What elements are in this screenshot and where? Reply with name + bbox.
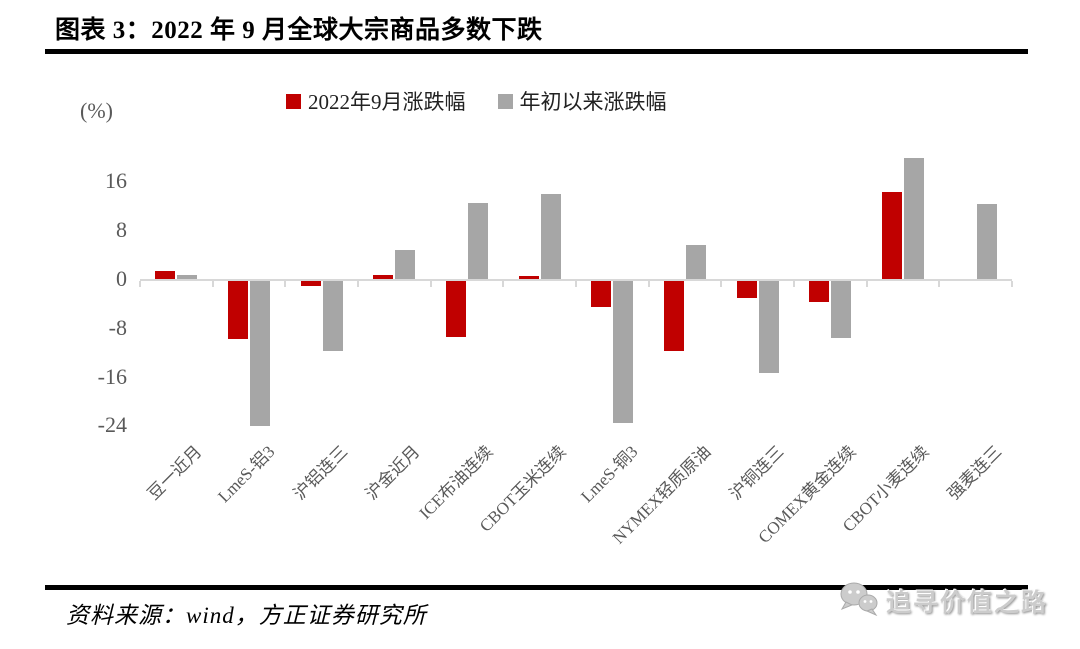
x-axis-tick-mark	[793, 281, 795, 287]
legend-label-ytd: 年初以来涨跌幅	[519, 90, 667, 114]
x-axis-tick-mark	[211, 281, 214, 287]
y-axis-tick-label: -8	[108, 314, 127, 340]
title-divider-rule	[45, 49, 1028, 54]
bar-ytd-4	[468, 202, 488, 279]
x-axis-tick-mark	[429, 281, 432, 287]
x-axis-tick-mark	[647, 281, 650, 287]
bar-ytd-7	[686, 244, 706, 279]
y-axis-tick-label: -24	[97, 412, 127, 438]
bar-ytd-0	[177, 275, 198, 279]
footer-divider-rule	[45, 585, 1028, 590]
y-axis-tick-label: 8	[116, 217, 127, 243]
bar-ytd-10	[904, 158, 924, 279]
x-axis-tick-mark	[938, 281, 941, 287]
legend-swatch-red	[286, 93, 301, 109]
bar-sep2022-9	[809, 281, 830, 302]
y-axis-tick-label: -16	[97, 363, 127, 389]
bar-ytd-9	[831, 281, 852, 339]
x-axis-tick-mark	[357, 281, 359, 287]
bar-sep2022-4	[446, 281, 466, 337]
legend-label-sep2022: 2022年9月涨跌幅	[308, 90, 466, 114]
bar-ytd-2	[322, 281, 343, 352]
x-axis-line	[140, 279, 1012, 281]
y-axis-tick-label: 16	[105, 168, 127, 194]
x-axis-tick-mark	[1011, 281, 1013, 287]
watermark-text: 追寻价值之路	[886, 589, 1049, 617]
legend-swatch-gray	[497, 93, 513, 109]
watermark: 追寻价值之路	[838, 580, 1048, 621]
bar-ytd-5	[540, 194, 561, 279]
y-axis-tick-label: 0	[116, 266, 127, 291]
bar-sep2022-2	[300, 281, 321, 287]
data-source-note: 资料来源：wind，方正证券研究所	[66, 603, 427, 628]
bar-sep2022-3	[373, 275, 394, 279]
chart-legend: 2022年9月涨跌幅 年初以来涨跌幅	[286, 86, 667, 116]
bar-ytd-1	[250, 281, 270, 426]
x-axis-tick-mark	[575, 281, 577, 287]
x-axis-tick-mark	[865, 281, 868, 287]
x-axis-tick-mark	[139, 281, 141, 287]
bar-ytd-3	[395, 249, 416, 279]
bar-sep2022-6	[591, 281, 612, 307]
bar-ytd-6	[613, 281, 634, 423]
legend-item-ytd: 年初以来涨跌幅	[497, 86, 667, 116]
figure-title: 图表 3：2022 年 9 月全球大宗商品多数下跌	[55, 17, 543, 44]
wechat-chat-bubbles-icon	[838, 580, 880, 621]
x-axis-tick-mark	[502, 281, 505, 287]
bar-sep2022-5	[518, 275, 539, 279]
bar-sep2022-0	[155, 271, 176, 279]
x-axis-tick-mark	[284, 281, 287, 287]
bar-ytd-11	[976, 203, 997, 279]
x-axis-tick-mark	[720, 281, 723, 287]
bar-ytd-8	[758, 281, 779, 373]
bar-sep2022-7	[664, 281, 684, 351]
bar-sep2022-8	[736, 281, 757, 299]
bar-sep2022-1	[228, 281, 248, 339]
y-axis-unit-label: (%)	[80, 98, 113, 123]
bar-sep2022-10	[882, 191, 902, 279]
legend-item-sep2022: 2022年9月涨跌幅	[286, 86, 466, 116]
